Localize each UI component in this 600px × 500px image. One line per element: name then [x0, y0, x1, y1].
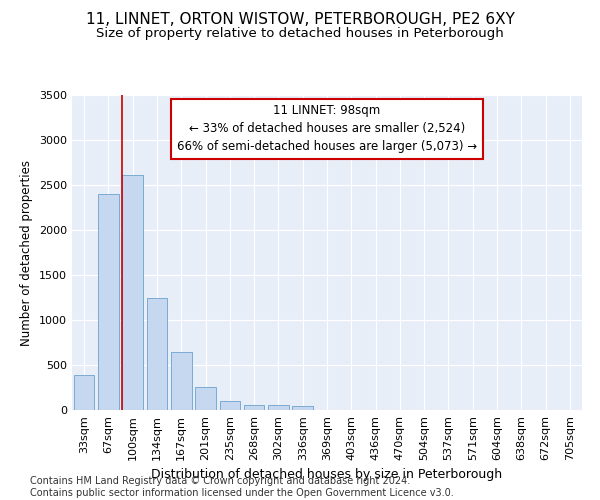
Y-axis label: Number of detached properties: Number of detached properties [20, 160, 34, 346]
Bar [244, 405, 265, 410]
Bar [74, 375, 94, 410]
Bar [268, 405, 289, 410]
Bar [171, 352, 191, 410]
X-axis label: Distribution of detached houses by size in Peterborough: Distribution of detached houses by size … [151, 468, 503, 481]
Text: 11, LINNET, ORTON WISTOW, PETERBOROUGH, PE2 6XY: 11, LINNET, ORTON WISTOW, PETERBOROUGH, … [86, 12, 514, 28]
Bar [122, 175, 143, 410]
Bar [146, 298, 167, 410]
Bar [292, 406, 313, 410]
Bar [195, 386, 216, 410]
Text: 11 LINNET: 98sqm
← 33% of detached houses are smaller (2,524)
66% of semi-detach: 11 LINNET: 98sqm ← 33% of detached house… [177, 104, 477, 154]
Bar [98, 194, 119, 410]
Text: Contains HM Land Registry data © Crown copyright and database right 2024.
Contai: Contains HM Land Registry data © Crown c… [30, 476, 454, 498]
Text: Size of property relative to detached houses in Peterborough: Size of property relative to detached ho… [96, 28, 504, 40]
Bar [220, 402, 240, 410]
